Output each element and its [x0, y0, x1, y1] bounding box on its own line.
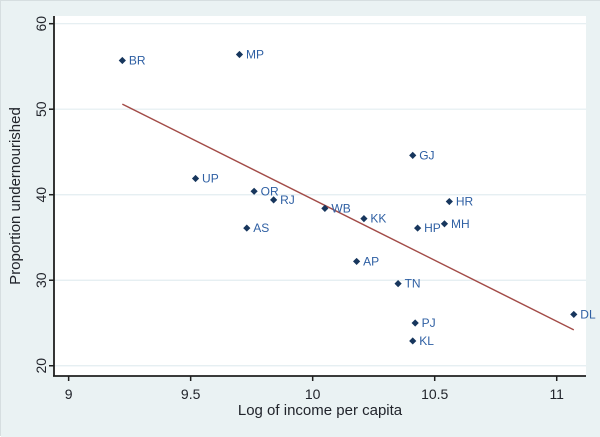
data-point-GJ [409, 151, 417, 159]
x-tick-label-9.5: 9.5 [181, 386, 201, 402]
plot-area [54, 16, 586, 376]
data-point-HP [414, 224, 422, 232]
data-point-AP [353, 257, 361, 266]
data-point-label-OR: OR [261, 184, 279, 198]
x-tick-label-10: 10 [305, 386, 321, 402]
y-tick-label-30: 30 [33, 272, 49, 288]
data-point-AS [243, 224, 251, 232]
data-point-KL [409, 337, 417, 345]
data-point-HR [445, 197, 453, 206]
y-axis-title: Proportion undernourished [7, 107, 24, 285]
y-tick-label-40: 40 [33, 187, 49, 203]
data-point-label-WB: WB [331, 201, 350, 215]
x-tick-label-9: 9 [65, 386, 73, 402]
data-point-label-BR: BR [129, 53, 146, 67]
data-point-UP [191, 174, 200, 183]
data-point-label-HR: HR [456, 195, 474, 209]
fitted-line [122, 103, 575, 331]
x-tick-label-11: 11 [549, 386, 564, 402]
data-point-label-AS: AS [253, 221, 269, 235]
data-point-label-MP: MP [246, 47, 264, 61]
data-point-label-MH: MH [451, 217, 470, 231]
data-point-label-HP: HP [424, 221, 441, 235]
data-point-label-PJ: PJ [422, 316, 436, 330]
x-tick-label-10.5: 10.5 [421, 386, 448, 402]
data-point-KK [360, 215, 368, 223]
data-point-MH [440, 220, 449, 228]
y-tick-label-50: 50 [33, 101, 49, 117]
y-tick-label-20: 20 [33, 358, 49, 374]
data-point-RJ [270, 196, 278, 204]
data-point-DL [570, 310, 578, 319]
data-point-BR [118, 56, 126, 65]
data-point-WB [321, 204, 329, 212]
x-axis-title: Log of income per capita [237, 402, 403, 419]
y-tick-label-60: 60 [33, 16, 49, 32]
data-point-label-RJ: RJ [280, 193, 295, 207]
data-point-label-UP: UP [202, 171, 219, 185]
data-point-label-KL: KL [419, 334, 434, 348]
data-point-MP [235, 50, 244, 59]
data-point-label-KK: KK [370, 212, 386, 226]
data-point-label-AP: AP [363, 254, 379, 268]
data-point-label-GJ: GJ [419, 148, 434, 162]
data-point-OR [250, 187, 258, 195]
data-point-PJ [411, 319, 419, 327]
data-point-label-TN: TN [405, 277, 421, 291]
data-point-label-DL: DL [580, 307, 596, 321]
data-point-TN [394, 280, 402, 288]
